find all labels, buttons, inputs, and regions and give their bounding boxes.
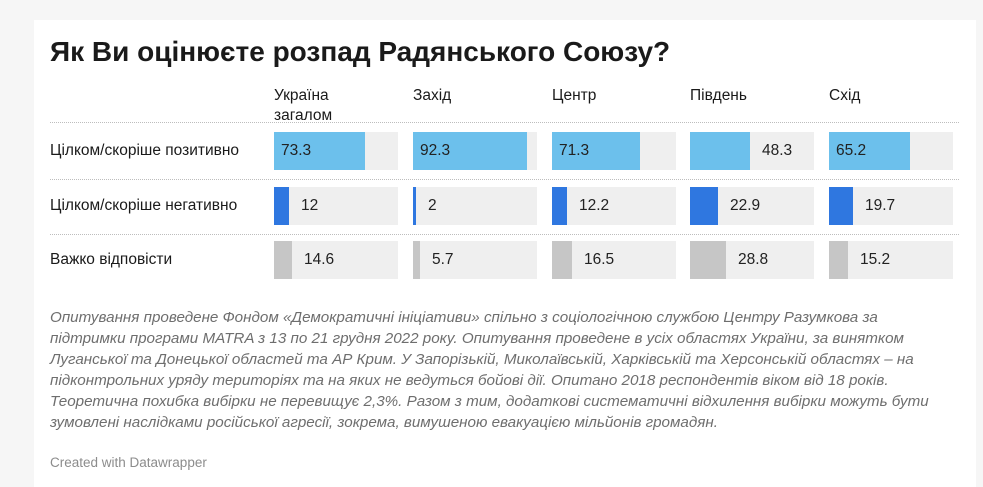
bar — [552, 132, 640, 170]
bar-cell: 92.3 — [413, 132, 537, 170]
data-label: 12 — [301, 197, 319, 214]
row-label: Важко відповісти — [50, 251, 173, 268]
bar-cell: 28.8 — [690, 241, 814, 279]
data-label: 92.3 — [420, 142, 451, 159]
chart-title: Як Ви оцінюєте розпад Радянського Союзу? — [50, 36, 671, 67]
column-header: Центр — [552, 87, 597, 104]
data-label: 65.2 — [836, 142, 867, 159]
bar — [274, 187, 289, 225]
bar — [413, 132, 527, 170]
row-divider — [50, 179, 959, 180]
chart-card: Як Ви оцінюєте розпад Радянського Союзу?… — [34, 20, 976, 487]
bar-cell: 19.7 — [829, 187, 953, 225]
data-label: 19.7 — [865, 197, 896, 214]
bar-cell: 16.5 — [552, 241, 676, 279]
row-divider — [50, 234, 959, 235]
bar — [829, 132, 910, 170]
bar — [829, 187, 853, 225]
bar — [690, 132, 750, 170]
data-label: 71.3 — [559, 142, 590, 159]
data-label: 16.5 — [584, 251, 615, 268]
data-label: 73.3 — [281, 142, 312, 159]
column-header: Україна загалом — [274, 87, 333, 124]
column-header: Південь — [690, 87, 747, 104]
row-label: Цілком/скоріше позитивно — [50, 142, 240, 159]
data-label: 2 — [428, 197, 437, 214]
data-label: 15.2 — [860, 251, 891, 268]
bar-cell: 14.6 — [274, 241, 398, 279]
bar-cell: 15.2 — [829, 241, 953, 279]
data-label: 48.3 — [762, 142, 793, 159]
bar — [829, 241, 848, 279]
bar-cell: 71.3 — [552, 132, 676, 170]
data-label: 28.8 — [738, 251, 769, 268]
bar — [690, 241, 726, 279]
bar-cell: 12 — [274, 187, 398, 225]
bar-cell: 22.9 — [690, 187, 814, 225]
column-header: Захід — [413, 87, 452, 104]
bar-cell: 2 — [413, 187, 537, 225]
column-header: Схід — [829, 87, 861, 104]
bar — [274, 241, 292, 279]
bar-cell: 5.7 — [413, 241, 537, 279]
data-label: 5.7 — [432, 251, 454, 268]
credit: Created with Datawrapper — [50, 455, 207, 470]
bar — [552, 187, 567, 225]
bar-cell: 65.2 — [829, 132, 953, 170]
bar — [274, 132, 365, 170]
bar — [552, 241, 572, 279]
data-label: 14.6 — [304, 251, 335, 268]
bar-cell: 12.2 — [552, 187, 676, 225]
footnote: Опитування проведене Фондом «Демократичн… — [50, 309, 929, 431]
bar-cell: 48.3 — [690, 132, 814, 170]
row-divider — [50, 122, 959, 123]
bar — [413, 241, 420, 279]
row-label: Цілком/скоріше негативно — [50, 197, 238, 214]
bar — [413, 187, 416, 225]
data-label: 12.2 — [579, 197, 610, 214]
bar — [690, 187, 718, 225]
bar-cell: 73.3 — [274, 132, 398, 170]
data-label: 22.9 — [730, 197, 761, 214]
